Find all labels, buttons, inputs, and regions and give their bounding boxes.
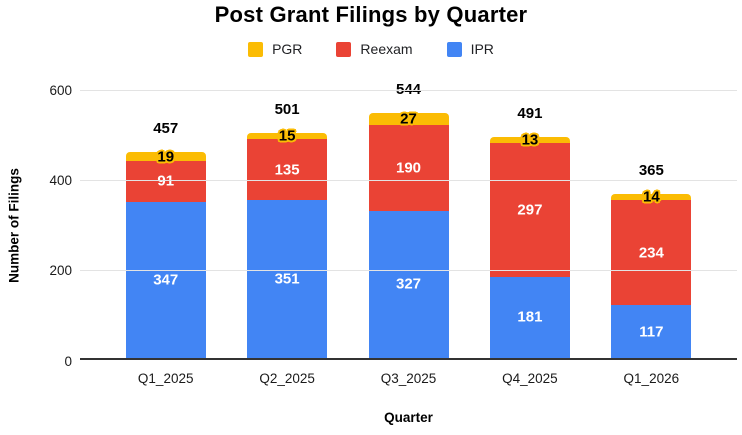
data-label-pgr-q3_2025: 27 bbox=[400, 110, 417, 128]
bar-segment-ipr-q3_2025[interactable]: 327 bbox=[368, 210, 449, 358]
bar-segment-ipr-q1_2026[interactable]: 117 bbox=[611, 305, 692, 358]
x-label-q3_2025: Q3_2025 bbox=[380, 371, 437, 386]
legend-item-reexam[interactable]: Reexam bbox=[336, 41, 413, 57]
bar-segment-reexam-q3_2025[interactable]: 190 bbox=[368, 125, 449, 211]
bar-segment-pgr-q3_2025[interactable]: 27 bbox=[368, 110, 449, 128]
bar-segment-ipr-q4_2025[interactable]: 181 bbox=[489, 276, 570, 358]
data-label-reexam-q1_2025: 91 bbox=[157, 172, 175, 190]
total-label-q1_2025: 457 bbox=[153, 120, 179, 138]
data-label-pgr-q1_2025: 19 bbox=[157, 148, 175, 166]
x-label-q1_2025: Q1_2025 bbox=[137, 371, 194, 386]
gridline-600 bbox=[80, 90, 737, 91]
bar-region: 457 19 91 347 501 15 135 351 544 27 190 327 491 13 297… bbox=[80, 81, 737, 358]
y-tick-0: 0 bbox=[64, 354, 72, 369]
x-axis-labels: Q1_2025 Q2_2025 Q3_2025 Q4_2025 Q1_2026 bbox=[80, 371, 737, 386]
total-label-q3_2025: 544 bbox=[396, 81, 422, 99]
bar-q4_2025[interactable]: 13 297 181 bbox=[489, 132, 570, 358]
chart-title: Post Grant Filings by Quarter bbox=[214, 2, 528, 27]
bar-segment-pgr-q1_2025[interactable]: 19 bbox=[125, 148, 206, 165]
legend-item-ipr[interactable]: IPR bbox=[446, 41, 494, 57]
gridline-200 bbox=[80, 270, 737, 271]
bar-segment-reexam-q1_2025[interactable]: 91 bbox=[125, 160, 206, 202]
bar-slot-q1_2026: 365 14 234 117 bbox=[591, 90, 712, 358]
x-label-q2_2025: Q2_2025 bbox=[259, 371, 315, 386]
y-tick-600: 600 bbox=[49, 83, 72, 98]
legend-label: PGR bbox=[272, 41, 303, 57]
x-label-q4_2025: Q4_2025 bbox=[502, 371, 558, 386]
legend: PGR Reexam IPR bbox=[0, 41, 742, 57]
data-label-reexam-q2_2025: 135 bbox=[274, 161, 300, 179]
bar-slot-q2_2025: 501 15 135 351 bbox=[226, 90, 347, 358]
data-label-ipr-q4_2025: 181 bbox=[517, 308, 543, 326]
bar-segment-pgr-q2_2025[interactable]: 15 bbox=[247, 127, 328, 144]
y-tick-200: 200 bbox=[49, 263, 72, 278]
total-label-q1_2026: 365 bbox=[638, 161, 664, 179]
gridline-400 bbox=[80, 180, 737, 181]
bar-segment-ipr-q2_2025[interactable]: 351 bbox=[247, 200, 328, 358]
data-label-reexam-q3_2025: 190 bbox=[396, 159, 422, 177]
bar-segment-reexam-q1_2026[interactable]: 234 bbox=[611, 200, 692, 306]
data-label-ipr-q3_2025: 327 bbox=[396, 275, 422, 293]
x-label-q1_2026: Q1_2026 bbox=[623, 371, 680, 386]
bar-q3_2025[interactable]: 27 190 327 bbox=[368, 110, 449, 358]
bar-q1_2025[interactable]: 19 91 347 bbox=[125, 148, 206, 358]
bar-slot-q1_2025: 457 19 91 347 bbox=[105, 90, 226, 358]
bar-slot-q3_2025: 544 27 190 327 bbox=[348, 81, 469, 358]
bar-q2_2025[interactable]: 15 135 351 bbox=[247, 127, 328, 358]
bar-segment-pgr-q4_2025[interactable]: 13 bbox=[489, 132, 570, 149]
bar-segment-reexam-q4_2025[interactable]: 297 bbox=[489, 142, 570, 277]
x-axis-title: Quarter bbox=[384, 410, 433, 425]
data-label-reexam-q4_2025: 297 bbox=[517, 201, 543, 219]
legend-swatch-ipr bbox=[446, 41, 462, 57]
data-label-ipr-q1_2025: 347 bbox=[153, 271, 179, 289]
legend-label: Reexam bbox=[360, 41, 413, 57]
legend-item-pgr[interactable]: PGR bbox=[248, 41, 302, 57]
bar-segment-pgr-q1_2026[interactable]: 14 bbox=[611, 188, 692, 205]
data-label-pgr-q4_2025: 13 bbox=[521, 131, 539, 149]
data-label-pgr-q1_2026: 14 bbox=[642, 188, 660, 206]
total-label-q4_2025: 491 bbox=[517, 105, 543, 123]
total-label-q2_2025: 501 bbox=[274, 100, 300, 118]
legend-swatch-reexam bbox=[336, 41, 352, 57]
bar-slot-q4_2025: 491 13 297 181 bbox=[469, 90, 590, 358]
legend-swatch-pgr bbox=[248, 41, 264, 57]
data-label-ipr-q1_2026: 117 bbox=[639, 323, 664, 341]
bar-q1_2026[interactable]: 14 234 117 bbox=[611, 188, 692, 358]
bar-segment-reexam-q2_2025[interactable]: 135 bbox=[247, 139, 328, 201]
data-label-ipr-q2_2025: 351 bbox=[274, 270, 300, 288]
data-label-pgr-q2_2025: 15 bbox=[278, 127, 296, 145]
data-label-reexam-q1_2026: 234 bbox=[638, 244, 664, 262]
legend-label: IPR bbox=[470, 41, 494, 57]
plot-area: 457 19 91 347 501 15 135 351 544 27 190 327 491 13 297… bbox=[80, 81, 737, 360]
bar-segment-ipr-q1_2025[interactable]: 347 bbox=[125, 201, 206, 358]
y-tick-400: 400 bbox=[49, 173, 72, 188]
